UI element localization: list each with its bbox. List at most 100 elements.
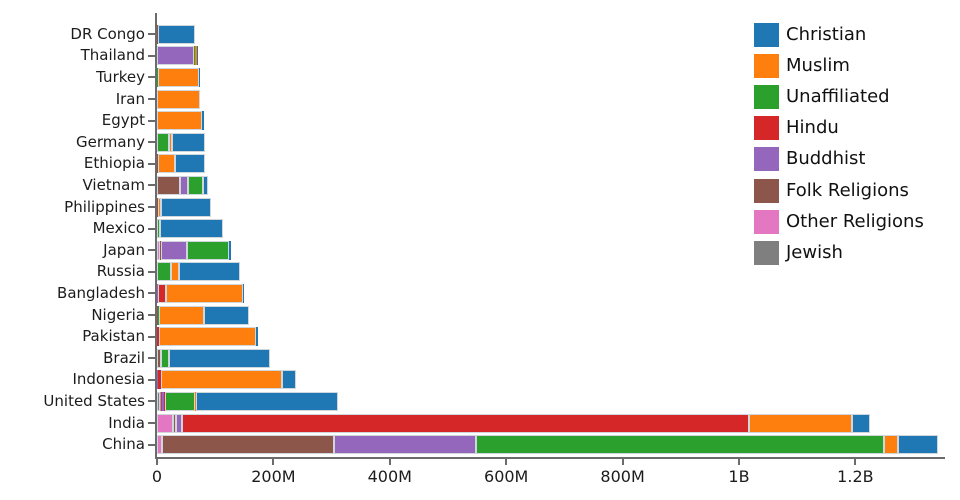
bar-segment-christian (229, 240, 231, 260)
bar-segment-unaffiliated (748, 413, 750, 433)
x-tick-mark (621, 459, 624, 465)
y-tick-mark (148, 98, 155, 100)
y-axis-label: Egypt (101, 111, 145, 130)
y-tick-mark (148, 227, 155, 230)
y-axis-label: Bangladesh (57, 283, 145, 302)
x-axis-tick-label: 1B (728, 467, 750, 486)
bar-segment-christian (158, 24, 196, 44)
bar-segment-muslim (883, 435, 898, 455)
bar-row-mexico (157, 219, 223, 239)
y-axis-label: Vietnam (82, 175, 145, 194)
legend-swatch-icon (754, 147, 779, 172)
legend-swatch-icon (754, 209, 779, 234)
legend-item-muslim: Muslim (754, 50, 924, 81)
bar-row-indonesia (157, 370, 297, 390)
bar-segment-buddhist (157, 370, 159, 390)
y-tick-mark (148, 357, 155, 360)
bar-segment-christian (897, 435, 938, 455)
bar-segment-folk-religions (157, 348, 161, 368)
y-tick-mark (148, 400, 155, 403)
bar-segment-unaffiliated (157, 219, 161, 239)
bar-segment-buddhist (333, 435, 476, 455)
x-axis-tick-label: 200M (251, 467, 296, 486)
bar-row-vietnam (157, 175, 208, 195)
bar-row-germany (157, 132, 205, 152)
bar-segment-muslim (157, 197, 161, 217)
bar-row-united-states (157, 391, 338, 411)
y-axis-label: Nigeria (91, 305, 145, 324)
x-tick-mark (156, 459, 158, 465)
bar-segment-folk-religions (173, 413, 177, 433)
bar-row-japan (157, 240, 231, 260)
bar-segment-muslim (158, 154, 175, 174)
bar-segment-unaffiliated (187, 240, 230, 260)
y-axis-label: Indonesia (72, 370, 145, 389)
bar-segment-unaffiliated (164, 391, 195, 411)
bar-segment-christian (282, 370, 297, 390)
legend-item-jewish: Jewish (754, 237, 924, 268)
bar-segment-christian (196, 391, 338, 411)
bar-segment-muslim (165, 283, 244, 303)
bar-segment-muslim (160, 370, 283, 390)
bar-segment-muslim (157, 24, 159, 44)
bar-segment-muslim (170, 262, 179, 282)
y-tick-mark (148, 314, 155, 316)
legend-item-other-religions: Other Religions (754, 206, 924, 237)
bar-segment-christian (160, 197, 212, 217)
bar-segment-unaffiliated (157, 262, 171, 282)
bar-row-ethiopia (157, 154, 206, 174)
bar-segment-christian (203, 305, 250, 325)
y-axis-label: Mexico (92, 219, 145, 238)
legend-item-folk-religions: Folk Religions (754, 175, 924, 206)
legend-item-hindu: Hindu (754, 113, 924, 144)
y-axis-label: Russia (96, 262, 145, 281)
bar-segment-folk-religions (157, 154, 159, 174)
bar-segment-folk-religions (157, 175, 181, 195)
legend-swatch-icon (754, 53, 779, 78)
y-tick-mark (148, 33, 155, 36)
bar-segment-christian (256, 327, 258, 347)
y-axis-label: Germany (76, 132, 145, 151)
bar-segment-hindu (158, 370, 161, 390)
x-axis-tick-label: 800M (600, 467, 645, 486)
bar-segment-buddhist (176, 413, 182, 433)
bar-segment-muslim (157, 89, 200, 109)
y-tick-mark (148, 76, 155, 79)
y-tick-mark (148, 270, 155, 273)
y-axis-spine (155, 13, 157, 459)
bar-row-bangladesh (157, 283, 244, 303)
bar-segment-buddhist (161, 391, 164, 411)
bar-segment-unaffiliated (475, 435, 884, 455)
legend-label: Folk Religions (786, 179, 909, 201)
bar-segment-muslim (158, 305, 204, 325)
bar-segment-muslim (194, 391, 197, 411)
legend-label: Jewish (786, 241, 843, 263)
bar-segment-muslim (749, 413, 852, 433)
legend-label: Christian (786, 23, 867, 45)
bar-row-iran (157, 89, 200, 109)
bar-segment-christian (203, 175, 208, 195)
y-axis-label: United States (43, 391, 145, 410)
bar-row-philippines (157, 197, 212, 217)
x-axis-spine (155, 457, 945, 459)
bar-segment-muslim (169, 132, 172, 152)
bar-segment-folk-religions (162, 435, 334, 455)
bar-segment-buddhist (180, 175, 189, 195)
bar-segment-hindu (157, 327, 159, 347)
legend-item-buddhist: Buddhist (754, 144, 924, 175)
x-axis-tick-label: 1.2B (837, 467, 874, 486)
bar-segment-folk-religions (157, 197, 158, 217)
y-axis-label: Turkey (96, 67, 145, 86)
x-tick-mark (272, 459, 275, 465)
y-axis-label: Pakistan (82, 327, 145, 346)
y-tick-mark (148, 443, 155, 446)
bar-segment-muslim (158, 327, 257, 347)
bar-segment-unaffiliated (157, 132, 170, 152)
bar-segment-other-religions (157, 413, 174, 433)
legend-swatch-icon (754, 178, 779, 203)
bar-row-pakistan (157, 327, 258, 347)
y-axis-label: DR Congo (70, 24, 145, 43)
y-axis-label: Brazil (103, 348, 145, 367)
bar-row-brazil (157, 348, 271, 368)
